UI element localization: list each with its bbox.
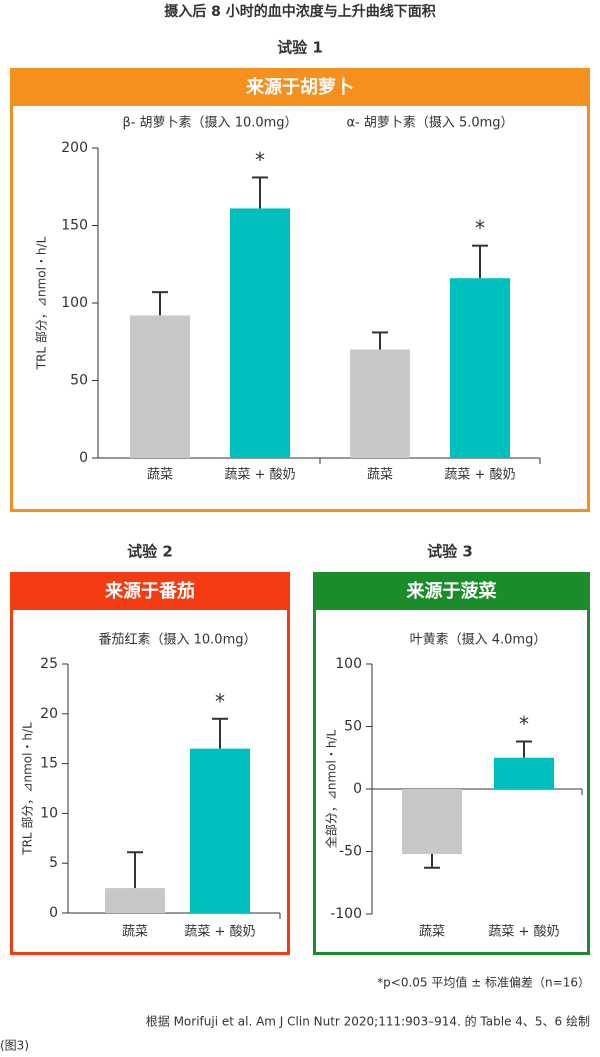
group-label: α- 胡萝卜素（摄入 5.0mg） (346, 116, 513, 131)
panel-title: 来源于番茄 (104, 580, 195, 602)
y-tick-label: 10 (40, 805, 58, 821)
y-tick-label: 200 (61, 140, 88, 156)
trial-label: 试验 1 (277, 39, 323, 57)
bar (230, 208, 290, 458)
x-tick-label: 蔬菜 + 酸奶 (184, 925, 255, 940)
group-label: 叶黄素（摄入 4.0mg） (410, 633, 547, 648)
bar (130, 315, 190, 458)
y-tick-label: 100 (335, 656, 362, 672)
x-tick-label: 蔬菜 (419, 925, 445, 940)
panel-header (10, 68, 590, 106)
panel-header (313, 572, 590, 610)
bar (402, 789, 462, 854)
significance-mark: * (255, 148, 265, 172)
figure-label: (图3) (0, 1039, 29, 1053)
y-tick-label: 25 (40, 656, 58, 672)
group-label: 番茄红素（摄入 10.0mg） (99, 632, 257, 648)
y-tick-label: 5 (49, 855, 58, 871)
bar (450, 278, 510, 458)
y-tick-label: 150 (61, 218, 88, 234)
source: 根据 Morifuji et al. Am J Clin Nutr 2020;1… (146, 1014, 590, 1029)
x-tick-label: 蔬菜 (367, 468, 393, 483)
group-label: β- 胡萝卜素（摄入 10.0mg） (122, 116, 297, 131)
y-axis-label: TRL 部分，⊿nmol・h/L (20, 722, 35, 856)
y-tick-label: 0 (79, 450, 88, 466)
y-axis-label: 全部分，⊿nmol・h/L (324, 730, 339, 849)
y-tick-label: 50 (70, 373, 88, 389)
trial-label: 试验 3 (427, 543, 473, 561)
bar (350, 349, 410, 458)
y-tick-label: 100 (61, 295, 88, 311)
panel-header (10, 572, 290, 610)
panel-title: 来源于胡萝卜 (245, 76, 354, 98)
y-tick-label: -100 (330, 906, 362, 922)
x-tick-label: 蔬菜 + 酸奶 (224, 468, 295, 483)
bar (494, 757, 554, 789)
x-tick-label: 蔬菜 (122, 925, 148, 940)
y-tick-label: 0 (353, 781, 362, 797)
y-axis-label: TRL 部分，⊿nmol・h/L (34, 236, 49, 370)
bar (190, 748, 250, 913)
x-tick-label: 蔬菜 (147, 468, 173, 483)
y-tick-label: 15 (40, 756, 58, 772)
x-tick-label: 蔬菜 + 酸奶 (444, 468, 515, 483)
y-tick-label: 50 (344, 719, 362, 735)
panel-title: 来源于菠菜 (406, 580, 497, 602)
significance-mark: * (475, 216, 485, 240)
x-tick-label: 蔬菜 + 酸奶 (488, 925, 559, 940)
y-tick-label: 20 (40, 706, 58, 722)
y-tick-label: 0 (49, 905, 58, 921)
trial-label: 试验 2 (127, 543, 173, 561)
figure-title: 摄入后 8 小时的血中浓度与上升曲线下面积 (164, 3, 436, 20)
significance-mark: * (215, 689, 225, 713)
significance-mark: * (519, 712, 529, 736)
footnote: *p<0.05 平均值 ± 标准偏差（n=16） (377, 975, 590, 990)
y-tick-label: -50 (339, 844, 362, 860)
bar (105, 888, 165, 913)
